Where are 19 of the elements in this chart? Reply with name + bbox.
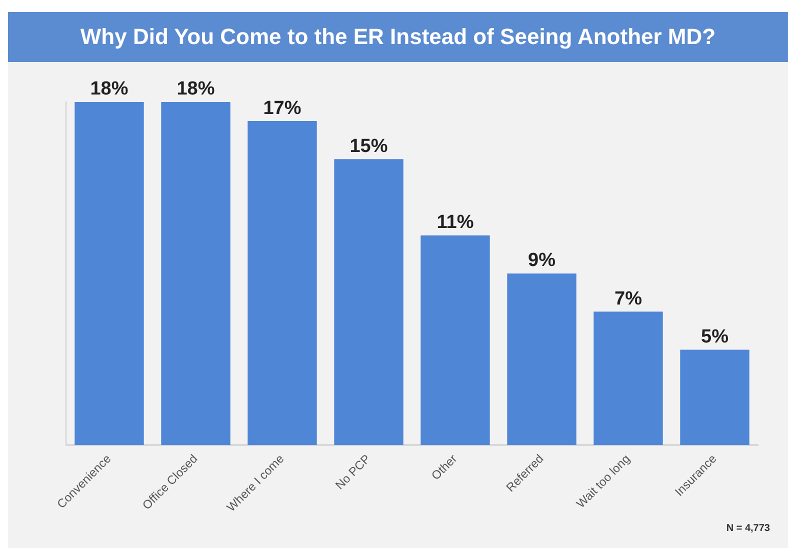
text: N = 4,773 xyxy=(726,523,770,534)
data-label: 9% xyxy=(528,250,556,272)
bar xyxy=(680,350,750,446)
data-label: 18% xyxy=(176,78,215,100)
bar xyxy=(420,235,490,446)
data-label: 11% xyxy=(436,212,474,234)
bar xyxy=(161,102,230,446)
bar xyxy=(74,102,144,446)
bar xyxy=(594,312,663,446)
bar xyxy=(507,274,576,446)
data-label: 18% xyxy=(90,78,128,100)
data-label: 5% xyxy=(701,326,729,348)
bar xyxy=(248,121,317,446)
data-label: 17% xyxy=(263,98,302,119)
x-tick-label: Wait too long xyxy=(574,452,633,511)
chart-title: Why Did You Come to the ER Instead of Seeing Another MD? xyxy=(8,12,788,62)
bar xyxy=(334,159,404,446)
data-label: 7% xyxy=(614,288,642,310)
data-label: 15% xyxy=(350,136,388,157)
